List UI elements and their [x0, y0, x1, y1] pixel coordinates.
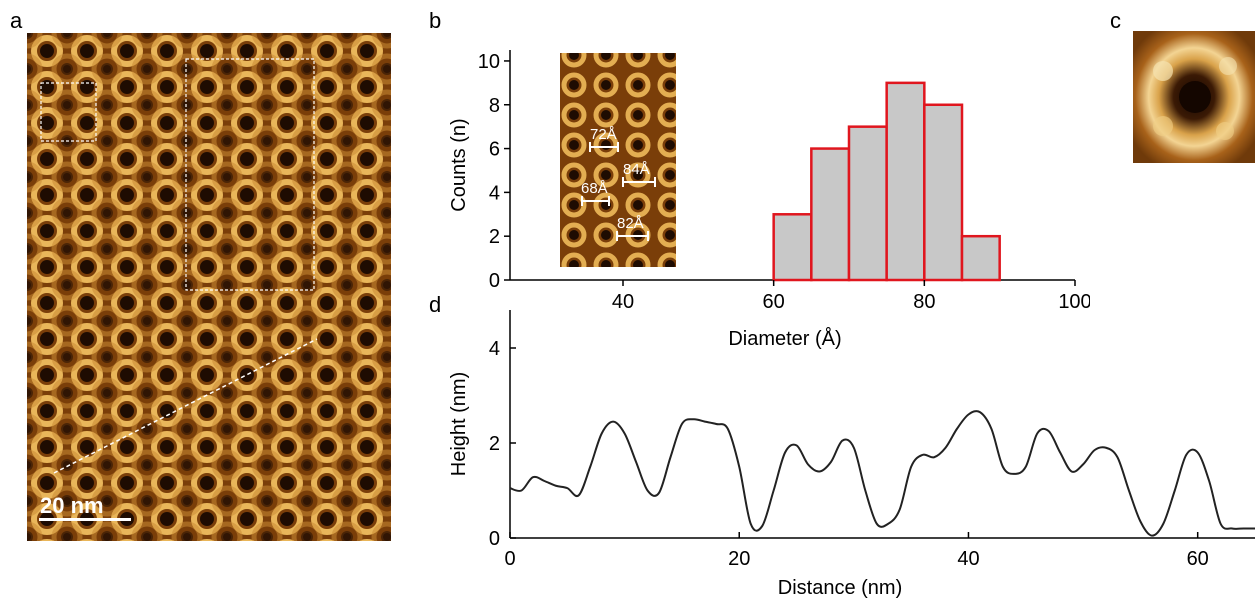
y-tick-label-d: 2 [489, 433, 500, 455]
histogram-bar [772, 213, 813, 282]
inset-label-84: 84Å [623, 161, 650, 178]
inset-label-72: 72Å [590, 126, 617, 143]
x-axis-label-d: Distance (nm) [778, 577, 902, 599]
y-tick-label-b: 4 [489, 182, 500, 204]
x-tick-label-b: 80 [913, 291, 935, 313]
height-profile-chart-d: 0 20 40 60 0 2 4 Distance (nm) Height (nm) [448, 310, 1255, 599]
selection-box-small [40, 82, 97, 142]
x-tick-label-b: 100 [1058, 291, 1090, 313]
histogram-bar [810, 147, 851, 282]
inset-label-82: 82Å [617, 215, 644, 232]
selection-box-large [185, 58, 315, 291]
panel-label-b: b [429, 8, 442, 33]
x-tick-label-d: 60 [1187, 548, 1209, 570]
profile-line [53, 338, 318, 474]
x-tick-label-b: 40 [612, 291, 634, 313]
height-profile-line [509, 410, 1255, 537]
x-tick-label-d: 20 [728, 548, 750, 570]
y-tick-label-d: 0 [489, 528, 500, 550]
inset-afm-image: 72Å 84Å 68Å 82Å [560, 53, 676, 267]
x-tick-label-b: 60 [763, 291, 785, 313]
y-axis-label-d: Height (nm) [448, 372, 470, 476]
panel-label-a: a [10, 8, 23, 33]
histogram-bar [960, 234, 1001, 282]
y-tick-label-b: 6 [489, 139, 500, 161]
inset-label-68: 68Å [581, 180, 608, 197]
y-tick-label-b: 2 [489, 226, 500, 248]
afm-image-panel-c [1133, 31, 1255, 163]
y-tick-label-b: 0 [489, 270, 500, 292]
histogram-bar [847, 125, 888, 282]
scale-bar [39, 518, 131, 521]
panel-label-d: d [429, 292, 442, 317]
scale-bar-label: 20 nm [40, 493, 104, 518]
y-tick-label-b: 8 [489, 95, 500, 117]
histogram-bar [885, 81, 926, 282]
y-tick-label-d: 4 [489, 338, 500, 360]
histogram-bar [923, 103, 964, 282]
histogram-chart-b: 40 60 80 100 0 2 4 6 8 10 Diameter (Å) Counts (n)… [448, 50, 1090, 350]
y-tick-label-b: 10 [478, 51, 500, 73]
x-axis-label-b: Diameter (Å) [728, 327, 841, 350]
y-axis-label-b: Counts (n) [448, 118, 470, 211]
panel-label-c: c [1110, 8, 1121, 33]
x-tick-label-d: 40 [957, 548, 979, 570]
afm-image-panel-a: 20 nm [27, 33, 391, 541]
x-tick-label-d: 0 [504, 548, 515, 570]
